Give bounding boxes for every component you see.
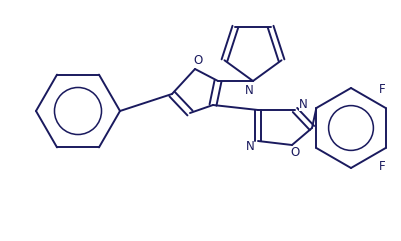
Text: F: F [378, 160, 385, 173]
Text: O: O [290, 147, 299, 160]
Text: O: O [193, 54, 202, 67]
Text: N: N [298, 98, 307, 111]
Text: N: N [244, 83, 253, 96]
Text: F: F [378, 83, 385, 96]
Text: N: N [245, 141, 254, 154]
